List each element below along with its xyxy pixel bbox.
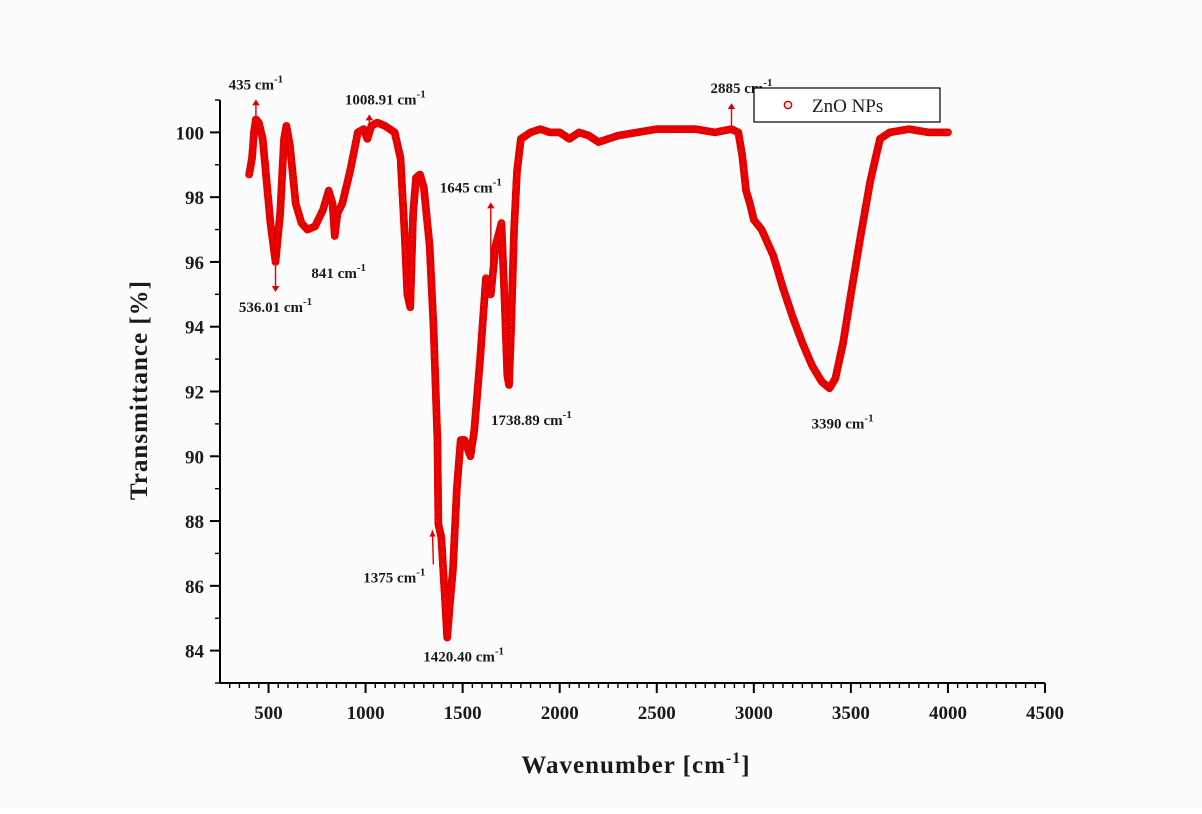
y-tick-label: 88 <box>185 512 204 533</box>
y-tick-label: 86 <box>185 577 204 598</box>
data-layer <box>245 115 952 642</box>
y-axis-title: Transmittance [%] <box>126 280 153 500</box>
annotation-label: 1420.40 cm-1 <box>423 646 504 666</box>
annotation-arrow-head <box>487 202 495 209</box>
annotation-arrow-head <box>252 99 260 106</box>
annotation-layer: 435 cm-1 1008.91 cm-1 2885 cm-1 536.01 cm-1… <box>229 73 874 665</box>
x-tick-label: 3500 <box>832 703 870 724</box>
x-axis-title-name: Wavenumber <box>521 752 675 779</box>
x-tick-label: 2000 <box>541 703 579 724</box>
x-tick-label: 1000 <box>347 703 385 724</box>
annotation-label: 2885 cm-1 <box>710 77 772 97</box>
y-tick-label: 84 <box>185 642 205 663</box>
annotation-label: 3390 cm-1 <box>812 412 874 432</box>
y-tick-label: 94 <box>185 318 205 339</box>
annotation-label: 1645 cm-1 <box>440 176 502 196</box>
x-tick-label: 1500 <box>444 703 482 724</box>
x-tick-label: 4000 <box>929 703 967 724</box>
annotation-arrow-head <box>365 114 374 121</box>
x-tick-label: 500 <box>254 703 283 724</box>
legend-marker <box>783 100 793 110</box>
y-tick-label: 90 <box>185 447 204 468</box>
annotation-label: 1008.91 cm-1 <box>345 88 426 108</box>
y-tick-label: 100 <box>176 123 205 144</box>
x-axis-title-unit: [cm <box>683 752 726 779</box>
x-axis-title-sup: -1 <box>726 750 741 767</box>
x-tick-label: 3000 <box>735 703 773 724</box>
annotation-arrow-head <box>271 285 280 292</box>
annotation-label: 1738.89 cm-1 <box>491 409 572 429</box>
x-tick-label: 2500 <box>638 703 676 724</box>
legend: ZnO NPs <box>753 87 941 123</box>
data-point <box>944 128 952 137</box>
annotation-arrow-head <box>727 103 736 110</box>
y-tick-label: 96 <box>185 253 204 274</box>
annotation-label: 841 cm-1 <box>311 262 366 282</box>
annotation-label: 536.01 cm-1 <box>239 296 312 316</box>
x-axis-title-close: ] <box>741 752 750 779</box>
axes-layer: 500 1000 1500 2000 2500 3000 3500 4000 4500 84 86 8… <box>176 99 1064 724</box>
annotation-arrow-head <box>429 530 436 537</box>
legend-label: ZnO NPs <box>812 96 883 117</box>
annotation-label: 435 cm-1 <box>229 73 284 93</box>
annotation-label: 1375 cm-1 <box>363 566 425 586</box>
y-tick-label: 98 <box>185 188 204 209</box>
y-tick-label: 92 <box>185 383 204 404</box>
x-tick-label: 4500 <box>1026 703 1064 724</box>
x-axis-title: Wavenumber [cm-1] <box>521 750 750 779</box>
